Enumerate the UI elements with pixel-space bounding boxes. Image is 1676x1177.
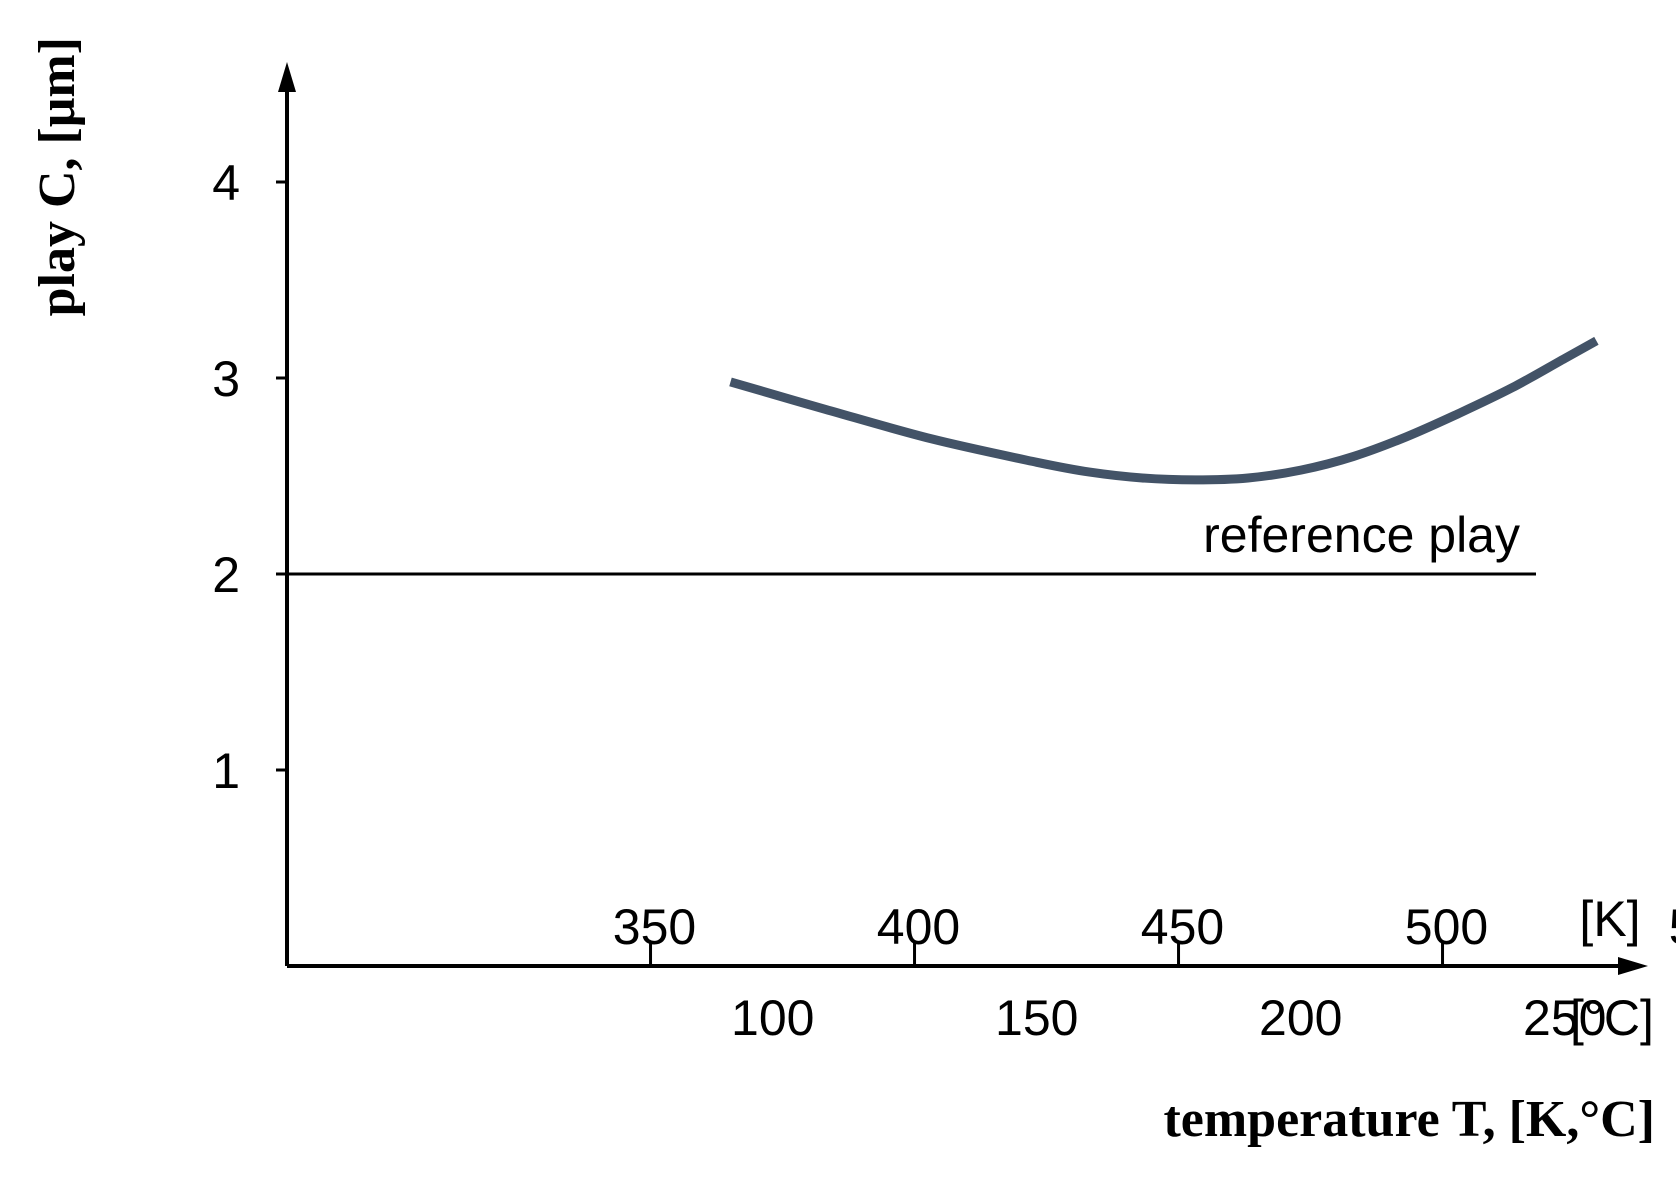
- y-ticks: 1 2 3 4: [212, 155, 287, 799]
- x-kelvin-tick-label: 400: [877, 899, 960, 955]
- series-line: [729, 336, 1599, 485]
- reference-line-group: reference play: [287, 507, 1536, 576]
- x-celsius-unit: [°C]: [1570, 990, 1654, 1046]
- y-tick-label: 3: [212, 351, 240, 407]
- x-kelvin-tick-label: 450: [1141, 899, 1224, 955]
- x-kelvin-tick-label: 350: [613, 899, 696, 955]
- x-celsius-tick-label: 250: [1523, 990, 1606, 1046]
- y-tick-label: 2: [212, 547, 240, 603]
- x-ticks-celsius: 100 150 200 250: [731, 990, 1606, 1046]
- x-axis-arrow: [1618, 957, 1648, 975]
- y-axis-title: play C, [μm]: [29, 37, 86, 316]
- x-celsius-tick-label: 200: [1259, 990, 1342, 1046]
- y-axis-arrow: [278, 62, 296, 92]
- x-kelvin-unit: [K]: [1579, 891, 1640, 947]
- x-celsius-tick-label: 150: [995, 990, 1078, 1046]
- y-tick-label: 4: [212, 155, 240, 211]
- y-tick-label: 1: [212, 743, 240, 799]
- x-axis-title: temperature T, [K,°C]: [1163, 1091, 1655, 1148]
- reference-line-label: reference play: [1203, 507, 1520, 563]
- series-group: [729, 336, 1599, 485]
- x-kelvin-tick-label: 500: [1405, 899, 1488, 955]
- axes: [278, 62, 1648, 975]
- x-ticks-kelvin: 350 400 450 500 550: [613, 899, 1676, 966]
- x-celsius-tick-label: 100: [731, 990, 814, 1046]
- x-kelvin-tick-label: 550: [1669, 899, 1676, 955]
